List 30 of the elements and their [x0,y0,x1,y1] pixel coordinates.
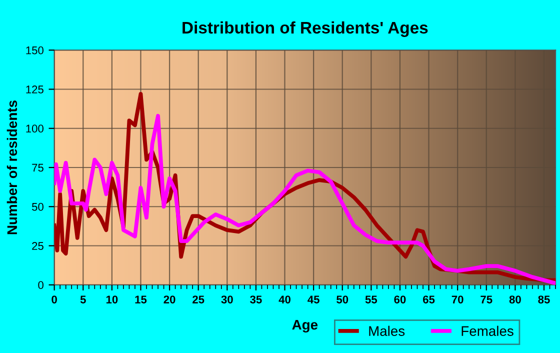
x-tick-label: 35 [250,296,262,304]
x-tick-label: 45 [308,296,320,304]
x-tick-label: 5 [80,296,86,304]
x-tick-label: 60 [394,296,406,304]
x-tick-label: 80 [509,296,521,304]
x-tick-label: 85 [538,296,550,304]
y-tick-label: 100 [26,124,44,133]
x-tick-label: 70 [452,296,464,304]
y-axis-title: Number of residents [6,100,18,234]
y-tick-label: 125 [26,86,44,94]
x-tick-label: 75 [480,296,492,304]
x-axis-title: Age [292,320,318,332]
x-tick-label: 50 [336,296,348,304]
chart-title: Distribution of Residents' Ages [182,21,428,37]
legend-label: Females [462,326,514,336]
y-tick-label: 25 [32,242,44,250]
y-tick-label: 150 [26,46,44,54]
x-tick-label: 0 [52,296,57,304]
x-tick-label: 55 [365,296,378,304]
x-tick-label: 20 [164,296,176,304]
x-tick-label: 10 [106,296,118,304]
x-tick-label: 30 [221,296,233,304]
x-tick-label: 40 [278,296,290,304]
legend-label: Males [369,326,405,336]
x-tick-label: 15 [135,296,147,304]
y-tick-label: 75 [32,164,44,172]
y-tick-label: 50 [32,202,44,211]
x-tick-label: 25 [192,296,204,304]
x-tick-label: 65 [423,296,435,304]
y-tick-label: 0 [38,281,44,290]
